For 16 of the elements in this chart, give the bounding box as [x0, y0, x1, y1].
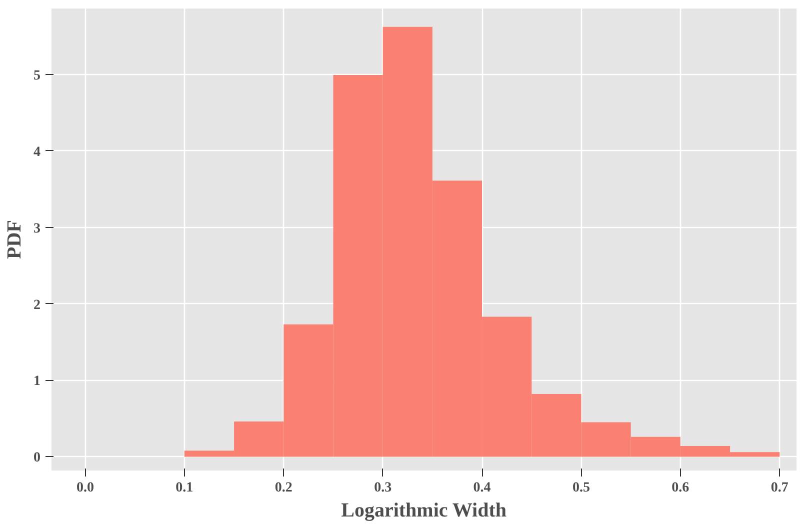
- x-tick-label: 0.5: [572, 480, 590, 496]
- y-tick-label: 2: [34, 298, 40, 313]
- x-tick-label: 0.7: [770, 480, 788, 496]
- y-tick-label: 1: [34, 374, 40, 390]
- y-tick-label: 5: [34, 68, 40, 84]
- x-tick-label: 0.6: [672, 480, 690, 496]
- x-tick-label: 0.2: [274, 480, 292, 496]
- y-axis-title: PDF: [4, 220, 26, 259]
- x-tick-label: 0.1: [176, 480, 194, 496]
- y-tick-label: 4: [34, 144, 40, 160]
- y-tick-label: 0: [34, 450, 40, 466]
- x-tick-label: 0.4: [473, 480, 491, 496]
- y-tick-label: 3: [34, 221, 40, 236]
- x-tick-label: 0.0: [76, 480, 94, 496]
- x-tick-label: 0.3: [374, 480, 392, 496]
- x-axis-title: Logarithmic Width: [341, 500, 507, 522]
